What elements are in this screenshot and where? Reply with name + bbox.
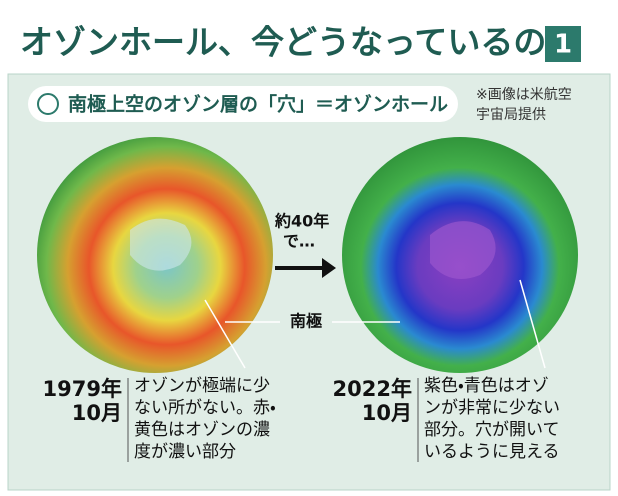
subtitle-icon bbox=[37, 93, 59, 115]
description-line: 紫色・青色はオゾ bbox=[424, 376, 549, 396]
arrow-label: で… bbox=[283, 232, 315, 251]
pole-label: 南極 bbox=[290, 312, 323, 331]
year: 2022年 bbox=[333, 377, 412, 401]
arrow-label: 約40年 bbox=[274, 212, 329, 231]
month: 10月 bbox=[362, 401, 412, 425]
year: 1979年 bbox=[43, 377, 122, 401]
credit-line: ※画像は米航空 bbox=[476, 87, 572, 103]
pointer bbox=[519, 279, 546, 369]
antarctica bbox=[130, 218, 192, 271]
badge-box bbox=[545, 26, 581, 62]
subtitle-pill bbox=[28, 86, 458, 122]
credit-line: 宇宙局提供 bbox=[476, 107, 546, 123]
description-line: 部分。穴が開いて bbox=[424, 420, 560, 440]
badge: 1 bbox=[554, 30, 572, 60]
arrow-head bbox=[322, 258, 336, 278]
description-line: オゾンが極端に少 bbox=[134, 376, 270, 396]
description-line: 度が濃い部分 bbox=[134, 442, 236, 462]
title: オゾンホール、今どうなっているの？ bbox=[20, 23, 579, 62]
description-line: 黄色はオゾンの濃 bbox=[134, 420, 270, 440]
month: 10月 bbox=[72, 401, 122, 425]
subtitle: 南極上空のオゾン層の「穴」＝オゾンホール bbox=[68, 93, 448, 116]
pointer bbox=[204, 299, 246, 369]
description-line: いるように見える bbox=[424, 442, 560, 462]
antarctica bbox=[430, 221, 496, 279]
description-line: ない所がない。赤・ bbox=[134, 398, 276, 418]
description-line: ンが非常に少ない bbox=[424, 398, 560, 418]
